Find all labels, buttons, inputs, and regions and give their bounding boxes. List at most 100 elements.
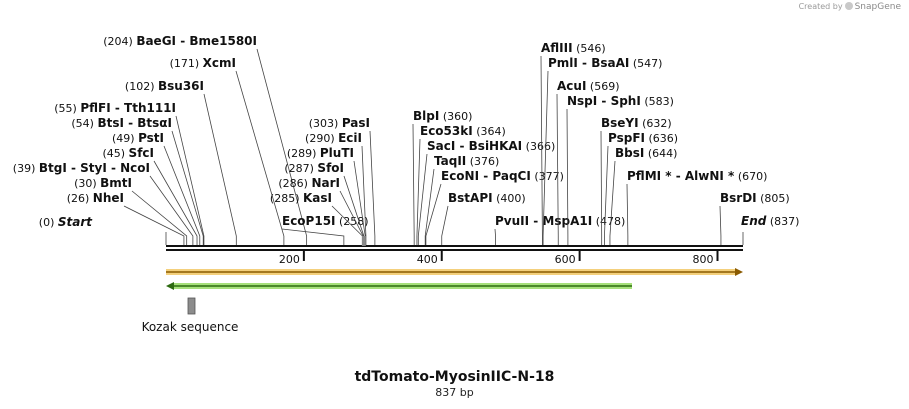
site-position: (636) [645, 132, 678, 145]
site-position: (400) [493, 192, 526, 205]
site-label: (204) BaeGI - Bme1580I [103, 34, 257, 48]
site-name: NspI - SphI [567, 94, 641, 108]
site-name: AcuI [557, 79, 586, 93]
site-label: NspI - SphI (583) [567, 94, 674, 108]
site-label: (285) KasI [270, 191, 332, 205]
site-label: (171) XcmI [170, 56, 236, 70]
site-name: End [741, 214, 767, 228]
site-start: (0) Start [39, 215, 167, 245]
site-leader-line [417, 153, 428, 245]
site-ecii: (290) EciI [305, 131, 367, 245]
plasmid-length: 837 bp [435, 386, 474, 399]
site-position: (478) [592, 215, 625, 228]
site-name: PasI [342, 116, 370, 130]
reverse-arrow-head-icon [166, 282, 174, 290]
site-leader-line [281, 228, 345, 245]
site-leader-line [361, 145, 367, 245]
site-leader-line [175, 115, 205, 245]
kozak-sequence-box [187, 297, 196, 315]
site-pvuii: PvuII - MspA1I (478) [494, 214, 625, 245]
site-label: AcuI (569) [557, 79, 620, 93]
site-psti: (49) PstI [112, 131, 201, 245]
site-name: BlpI [413, 109, 439, 123]
site-label: BsrDI (805) [720, 191, 790, 205]
site-label: Eco53kI (364) [420, 124, 506, 138]
site-label: (290) EciI [305, 131, 362, 145]
site-name: XcmI [203, 56, 236, 70]
site-sfci: (45) SfcI [102, 146, 198, 245]
site-bsu36i: (102) Bsu36I [125, 79, 237, 245]
site-label: PmlI - BsaAI (547) [548, 56, 662, 70]
site-bsrdi: BsrDI (805) [719, 191, 790, 245]
site-position: (805) [757, 192, 790, 205]
site-position: (837) [766, 215, 799, 228]
site-name: BaeGI - Bme1580I [136, 34, 257, 48]
site-leader-line [412, 123, 415, 245]
site-position: (632) [639, 117, 672, 130]
site-name: BbsI [615, 146, 644, 160]
site-leader-line [600, 130, 603, 245]
site-position: (102) [125, 80, 158, 93]
site-label: (286) NarI [278, 176, 340, 190]
site-label: (287) SfoI [284, 161, 344, 175]
ruler-tick-label: 800 [692, 253, 713, 266]
site-name: PstI [138, 131, 164, 145]
site-label: (45) SfcI [102, 146, 154, 160]
site-label: PvuII - MspA1I (478) [495, 214, 625, 228]
site-position: (569) [586, 80, 619, 93]
site-xcmi: (171) XcmI [170, 56, 285, 245]
snapgene-logo-icon [844, 2, 853, 10]
site-name: NarI [311, 176, 340, 190]
site-name: BtsI - BtsαI [97, 116, 172, 130]
site-name: Eco53kI [420, 124, 473, 138]
site-name: PspFI [608, 131, 645, 145]
site-cluster-mark [361, 236, 366, 246]
site-nhei: (26) NheI [67, 191, 185, 245]
site-name: Bsu36I [158, 79, 204, 93]
site-name: BseYI [601, 116, 639, 130]
site-nari: (286) NarI [278, 176, 364, 245]
site-econi: EcoNI - PaqCI (377) [425, 169, 564, 245]
site-bstapi: BstAPI (400) [441, 191, 526, 245]
kozak-sequence-label: Kozak sequence [142, 320, 239, 334]
site-position: (171) [170, 57, 203, 70]
site-name: PluTI [320, 146, 354, 160]
site-label: BstAPI (400) [448, 191, 526, 205]
site-label: End (837) [741, 214, 799, 228]
site-baegi: (204) BaeGI - Bme1580I [103, 34, 308, 245]
site-leader-line [604, 145, 609, 245]
site-saci: SacI - BsiHKAI (366) [417, 139, 555, 245]
site-label: BseYI (632) [601, 116, 672, 130]
site-label: PflMI * - AlwNI * (670) [627, 169, 767, 183]
site-leader-line [441, 205, 449, 245]
site-position: (547) [629, 57, 662, 70]
site-leader-line [424, 168, 435, 245]
site-bmti: (30) BmtI [74, 176, 188, 245]
site-label: BbsI (644) [615, 146, 677, 160]
site-ecop15i: EcoP15I (258) [281, 214, 369, 245]
site-leader-line [123, 205, 185, 245]
site-label: (55) PflFI - Tth111I [54, 101, 176, 115]
site-end: End (837) [741, 214, 799, 245]
site-name: EcoP15I [282, 214, 336, 228]
site-label: (303) PasI [309, 116, 370, 130]
site-pmli: PmlI - BsaAI (547) [542, 56, 662, 245]
site-position: (546) [573, 42, 606, 55]
site-position: (376) [466, 155, 499, 168]
site-afliii: AflIII (546) [540, 41, 606, 245]
site-name: BmtI [100, 176, 132, 190]
site-name: PmlI - BsaAI [548, 56, 629, 70]
credit-prefix: Created by [798, 2, 843, 11]
ruler-tick-label: 200 [279, 253, 300, 266]
site-name: BsrDI [720, 191, 757, 205]
site-leader-line [131, 190, 188, 245]
site-leader-line [425, 183, 442, 245]
site-leader-line [149, 175, 194, 245]
site-name: NheI [93, 191, 124, 205]
site-leader-line [203, 93, 237, 245]
site-position: (644) [644, 147, 677, 160]
site-leader-line [566, 108, 569, 245]
site-pasi: (303) PasI [309, 116, 376, 245]
site-name: AflIII [541, 41, 573, 55]
